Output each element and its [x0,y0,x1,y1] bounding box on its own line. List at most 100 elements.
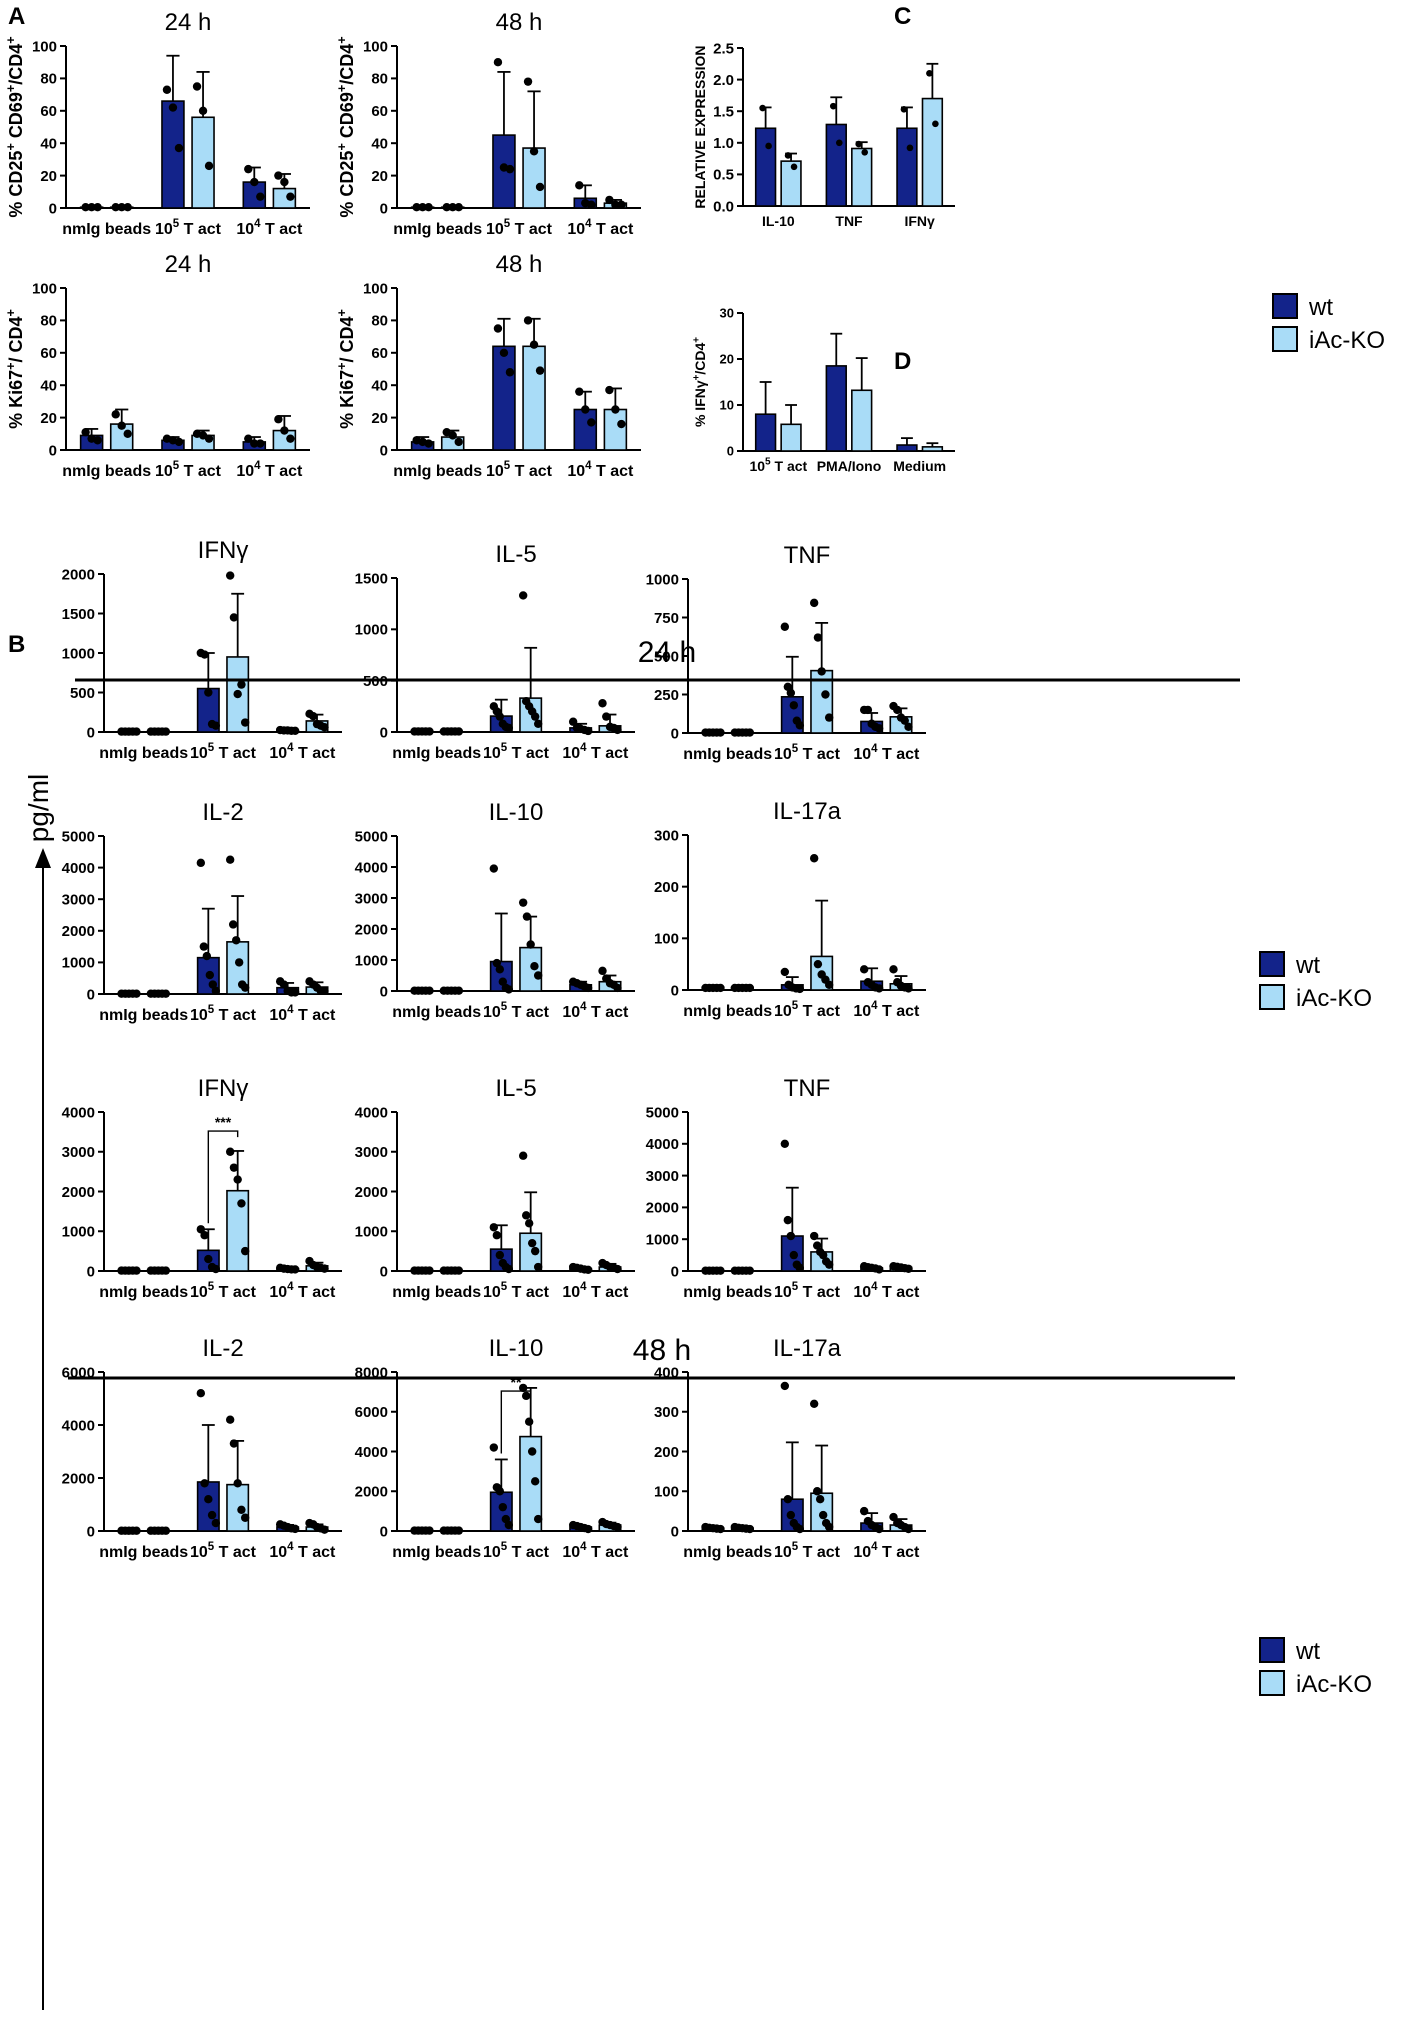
data-point [192,82,202,91]
data-point [505,164,515,174]
y-tick-label: 2000 [355,1484,388,1501]
y-tick-label: 60 [371,103,388,120]
legend-label-ko: iAc-KO [1296,985,1372,1012]
data-point [454,437,463,447]
data-point [527,1447,537,1456]
data-point [789,701,799,710]
data-point [279,980,289,989]
data-point [821,690,830,699]
y-tick-label: 2000 [646,1200,679,1217]
y-tick-label: 1.0 [713,135,734,152]
data-point [132,1526,141,1535]
data-point [493,58,503,67]
data-point [493,324,503,333]
chart-B4: 0 1000 2000 3000 4000 5000 nmIg beads 105 T act… [62,799,342,1024]
data-point [240,983,250,992]
data-point [211,1264,221,1274]
y-tick-label: 80 [371,71,388,88]
chart-title: IL-10 [489,1335,544,1362]
data-point [575,181,584,190]
data-point [611,200,620,209]
significance-label: ** [511,1374,522,1390]
legend-swatch-ko [1272,326,1298,352]
data-point [529,340,539,349]
data-point [320,723,329,732]
data-point [225,1147,235,1156]
data-point [518,1151,528,1160]
chart-title: IL-17a [773,1335,842,1362]
data-point [504,1264,514,1274]
y-tick-label: 4000 [62,1104,95,1121]
data-point [518,898,528,907]
x-tick-label: 104 T act [269,1281,336,1301]
data-point [605,195,614,205]
data-point [231,936,241,945]
data-point [495,1487,505,1496]
chart-B9: 0 1000 2000 3000 4000 5000 nmIg beads 105 T act… [646,1075,926,1301]
chart-title: IL-2 [202,799,243,826]
data-point [824,713,834,722]
data-point [412,202,421,212]
data-point [716,1524,725,1534]
data-point [533,1262,543,1272]
data-point [809,1399,819,1409]
data-point [533,971,543,980]
data-point [425,727,434,736]
data-point [790,163,798,171]
data-point [583,1524,593,1534]
shared-axis-label: pg/ml [23,774,54,842]
data-point [786,1231,796,1241]
y-tick-label: 2.0 [713,72,734,89]
y-tick-label: 30 [720,306,734,321]
data-point [454,986,464,995]
data-point [813,633,823,642]
data-point [904,722,913,732]
y-tick-label: 3000 [62,1144,95,1161]
data-point [93,436,102,445]
data-point [824,980,834,990]
data-point [309,712,318,721]
data-point [812,1487,822,1496]
x-tick-label: nmIg beads [683,746,772,763]
data-point [229,1163,239,1172]
bar-wt [492,345,516,451]
chart-A2: 0 20 40 60 80 100 nmIg beads 105 T act 104 T act… [335,9,641,238]
data-point [196,1389,206,1398]
y-tick-label: 4000 [646,1136,679,1153]
data-point [161,727,171,736]
chart-title: IFNγ [198,1075,249,1102]
data-point [161,989,171,998]
data-point [874,1265,884,1274]
section-title-24h: 24 h [638,636,696,669]
bar-iAc-KO [851,147,873,207]
data-point [225,855,235,864]
chart-B1: 0 500 1000 1500 2000 nmIg beads 105 T act 104 T… [8,537,342,762]
bar-iAc-KO [522,345,546,451]
y-tick-label: 1.5 [713,103,734,120]
data-point [174,143,184,153]
data-point [809,854,819,863]
y-tick-label: 20 [720,352,734,367]
data-point [208,980,218,989]
data-point [613,725,622,735]
chart-B3: 0 250 500 750 1000 nmIg beads 105 T act 104 T a… [646,542,926,763]
data-point [815,1495,825,1504]
data-point [523,316,533,325]
data-point [859,1506,869,1516]
data-point [583,983,593,993]
x-tick-label: 105 T act [483,1001,550,1021]
y-tick-label: 200 [654,1444,679,1461]
data-point [581,405,590,414]
data-point [602,712,611,721]
y-tick-label: 0 [671,725,679,742]
y-tick-label: 4000 [355,1444,388,1461]
chart-B8: 0 1000 2000 3000 4000 nmIg beads 105 T act 104 … [355,1075,635,1301]
y-tick-label: 500 [654,648,679,665]
data-point [196,858,206,868]
data-point [237,1505,246,1515]
x-tick-label: 105 T act [483,1281,550,1301]
data-point [489,1223,499,1232]
y-tick-label: 60 [40,345,57,362]
data-point [716,983,725,993]
data-point [818,1250,828,1260]
